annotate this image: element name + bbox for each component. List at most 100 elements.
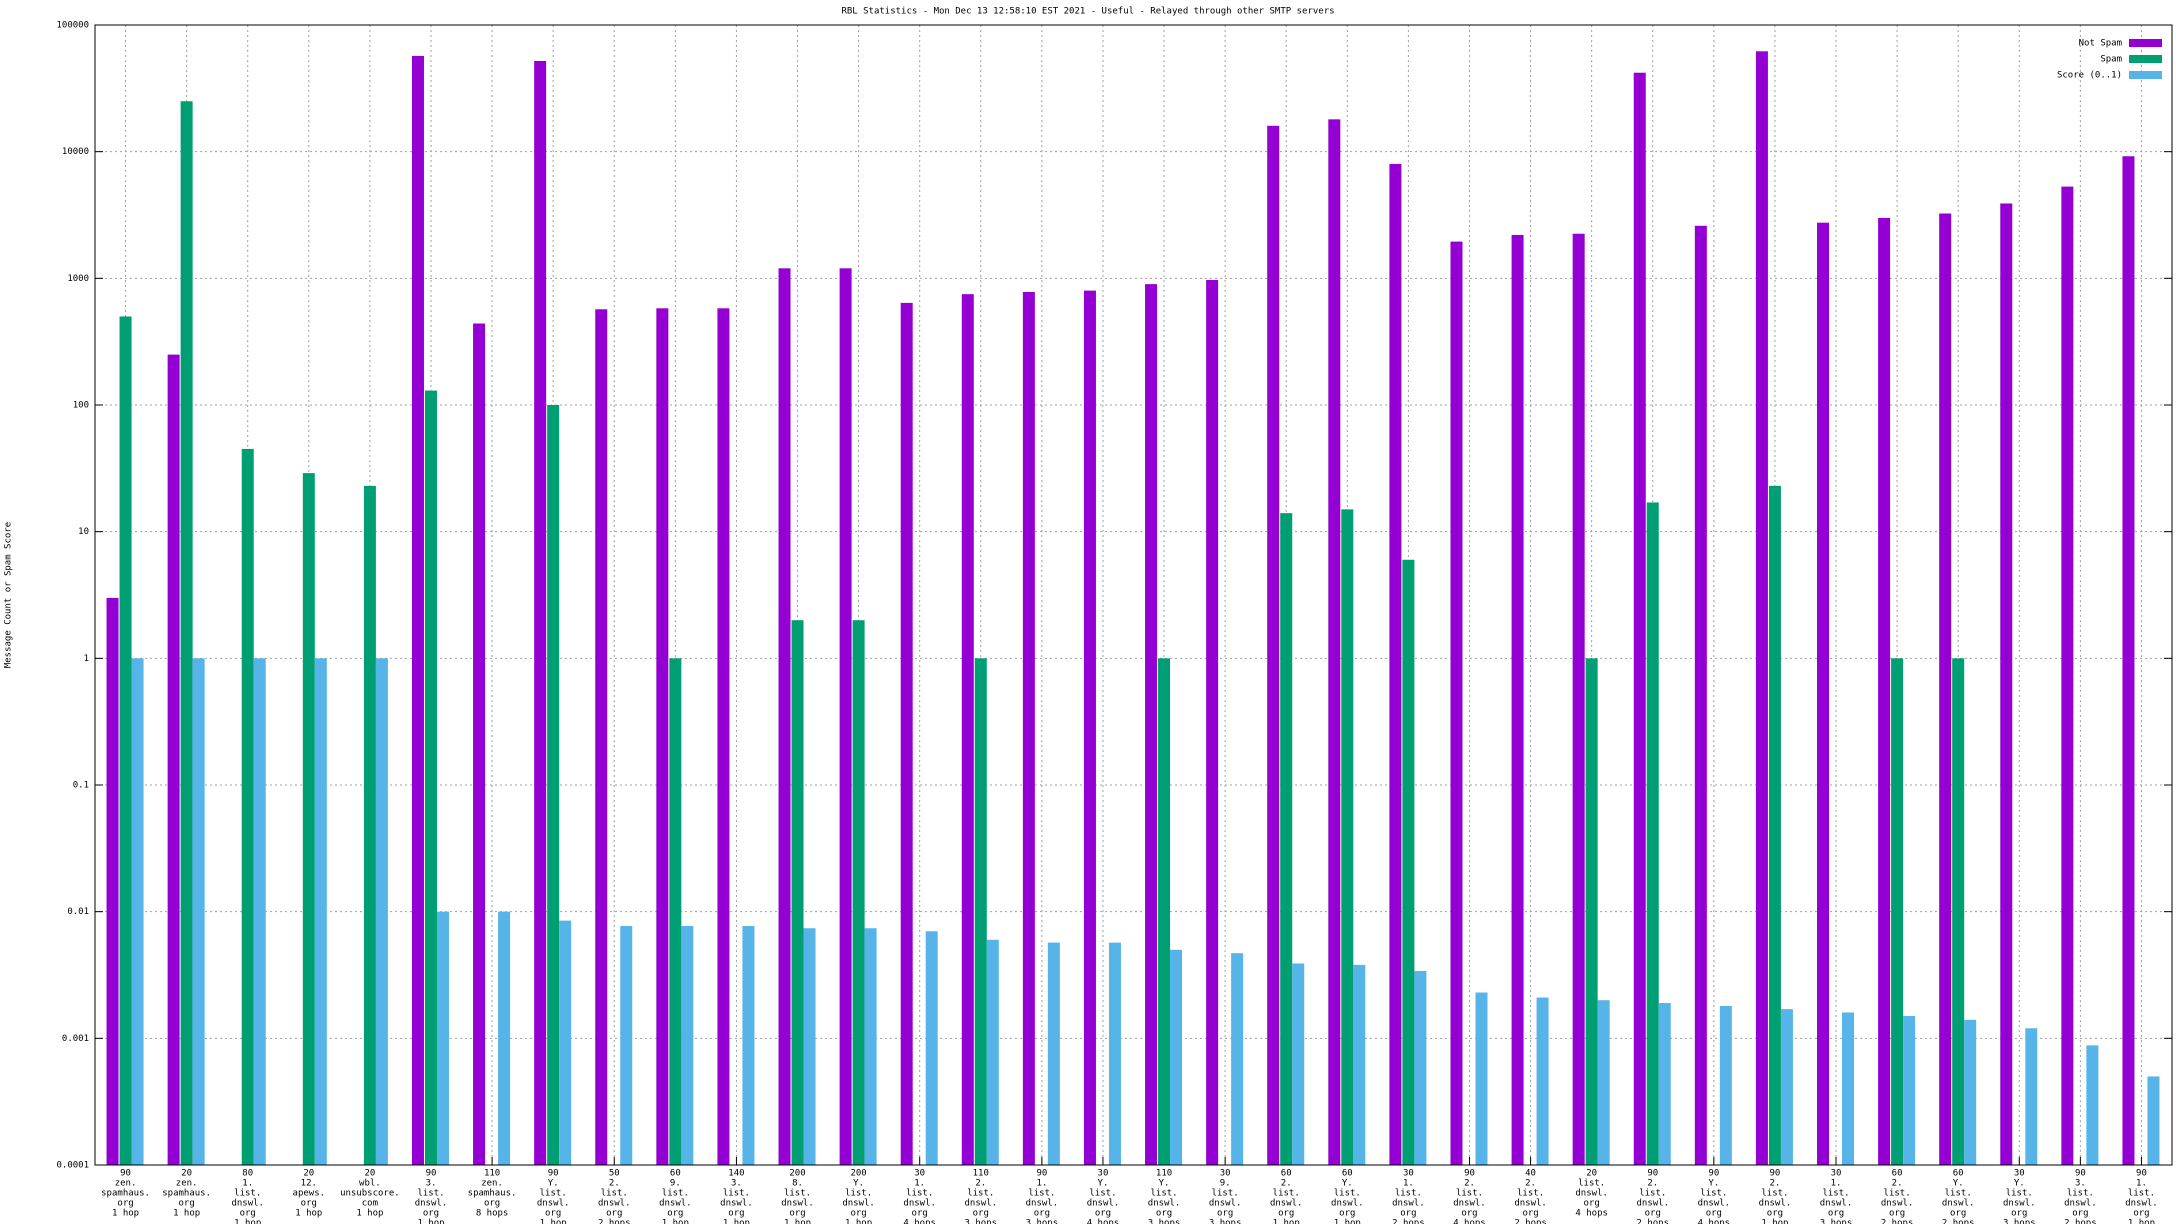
bar (961, 294, 974, 1165)
y-tick-label: 0.1 (73, 781, 89, 791)
x-tick-label: 200 (789, 1169, 805, 1179)
y-tick-label: 100 (73, 401, 89, 411)
x-tick-label: 2 hops (2064, 1219, 2097, 1224)
x-tick-label: 140 (728, 1169, 744, 1179)
x-tick-label: org (1706, 1209, 1722, 1219)
bar (1475, 992, 1488, 1165)
bar (1414, 971, 1427, 1165)
bar (1891, 658, 1904, 1165)
x-tick-label: 1 hop (234, 1219, 261, 1224)
bar (1536, 997, 1549, 1165)
x-tick-label: org (1400, 1209, 1416, 1219)
x-tick-label: 40 (1525, 1169, 1536, 1179)
bar (302, 473, 315, 1165)
x-tick-label: dnswl. (1636, 1199, 1669, 1209)
x-tick-label: 1 hop (1334, 1219, 1361, 1224)
x-tick-label: org (973, 1209, 989, 1219)
x-tick-label: 2. (1892, 1179, 1903, 1189)
y-tick-label: 10 (78, 527, 89, 537)
x-tick-label: 4 hops (1698, 1219, 1731, 1224)
x-tick-label: dnswl. (537, 1199, 570, 1209)
x-tick-label: org (1645, 1209, 1661, 1219)
x-tick-label: 1 hop (417, 1219, 444, 1224)
x-tick-label: spamhaus. (162, 1189, 211, 1199)
y-tick-label: 0.01 (67, 907, 89, 917)
plot-frame (94, 24, 2173, 1166)
legend-swatch (2129, 71, 2162, 79)
bar (620, 926, 633, 1165)
x-tick-label: dnswl. (781, 1199, 814, 1209)
bar (1597, 1000, 1610, 1165)
x-tick-label: zen. (481, 1179, 503, 1189)
x-tick-label: dnswl. (231, 1199, 264, 1209)
x-tick-label: 2. (1647, 1179, 1658, 1189)
bar (1878, 217, 1891, 1166)
legend-swatch (2129, 39, 2162, 47)
x-tick-label: 3 hops (2003, 1219, 2036, 1224)
x-tick-label: org (545, 1209, 561, 1219)
bar (1292, 963, 1305, 1165)
x-tick-label: org (178, 1199, 194, 1209)
x-tick-label: dnswl. (2064, 1199, 2097, 1209)
x-tick-label: list. (2067, 1189, 2094, 1199)
x-tick-label: org (667, 1209, 683, 1219)
chart-title: RBL Statistics - Mon Dec 13 12:58:10 EST… (841, 7, 1334, 17)
x-tick-label: list. (723, 1189, 750, 1199)
x-tick-label: list. (1089, 1189, 1116, 1199)
legend-label: Spam (2100, 55, 2122, 65)
x-tick-label: 1. (2136, 1179, 2147, 1189)
bar (106, 597, 119, 1165)
bar (314, 658, 327, 1165)
x-tick-label: 30 (1831, 1169, 1842, 1179)
bar (1646, 502, 1659, 1166)
x-tick-label: wbl. (359, 1179, 381, 1189)
x-tick-label: 60 (670, 1169, 681, 1179)
bar (119, 316, 132, 1165)
x-tick-label: list. (1945, 1189, 1972, 1199)
bar (1952, 658, 1965, 1165)
bar (1108, 942, 1121, 1165)
bar (656, 308, 669, 1165)
x-tick-label: 1. (1831, 1179, 1842, 1189)
x-tick-label: list. (784, 1189, 811, 1199)
x-tick-label: 110 (973, 1169, 989, 1179)
y-tick-label: 1000 (67, 274, 89, 284)
bar (1158, 658, 1171, 1165)
x-tick-label: list. (1639, 1189, 1666, 1199)
x-tick-label: 90 (1464, 1169, 1475, 1179)
x-tick-label: 2 hops (1514, 1219, 1547, 1224)
x-tick-label: list. (417, 1189, 444, 1199)
bar (1694, 225, 1707, 1166)
x-tick-label: 110 (1156, 1169, 1172, 1179)
x-tick-label: org (1156, 1209, 1172, 1219)
bar (852, 620, 865, 1165)
bar (547, 405, 560, 1165)
bar (411, 55, 424, 1166)
legend-label: Not Spam (2079, 39, 2122, 49)
x-tick-label: 3. (2075, 1179, 2086, 1189)
x-tick-label: dnswl. (1209, 1199, 1242, 1209)
x-tick-label: 1 hop (2128, 1219, 2155, 1224)
bar (1389, 163, 1402, 1165)
x-tick-label: com (362, 1199, 378, 1209)
x-tick-label: 1 hop (662, 1219, 689, 1224)
bar (131, 658, 144, 1165)
bar (974, 658, 987, 1165)
x-tick-label: org (1339, 1209, 1355, 1219)
x-tick-label: 1 hop (295, 1209, 322, 1219)
bar (534, 60, 547, 1166)
x-tick-label: list. (1273, 1189, 1300, 1199)
x-tick-label: dnswl. (1820, 1199, 1853, 1209)
x-tick-label: list. (967, 1189, 994, 1199)
x-tick-label: 4 hops (1453, 1219, 1486, 1224)
x-tick-label: 9. (1220, 1179, 1231, 1189)
legend-swatch (2129, 55, 2162, 63)
x-tick-label: 2. (1464, 1179, 1475, 1189)
bar (1719, 1005, 1732, 1165)
x-tick-label: org (423, 1209, 439, 1219)
x-tick-label: list. (2128, 1189, 2155, 1199)
bar (436, 911, 449, 1165)
x-tick-label: list. (662, 1189, 689, 1199)
x-tick-label: 12. (301, 1179, 317, 1189)
x-tick-label: org (2133, 1209, 2149, 1219)
